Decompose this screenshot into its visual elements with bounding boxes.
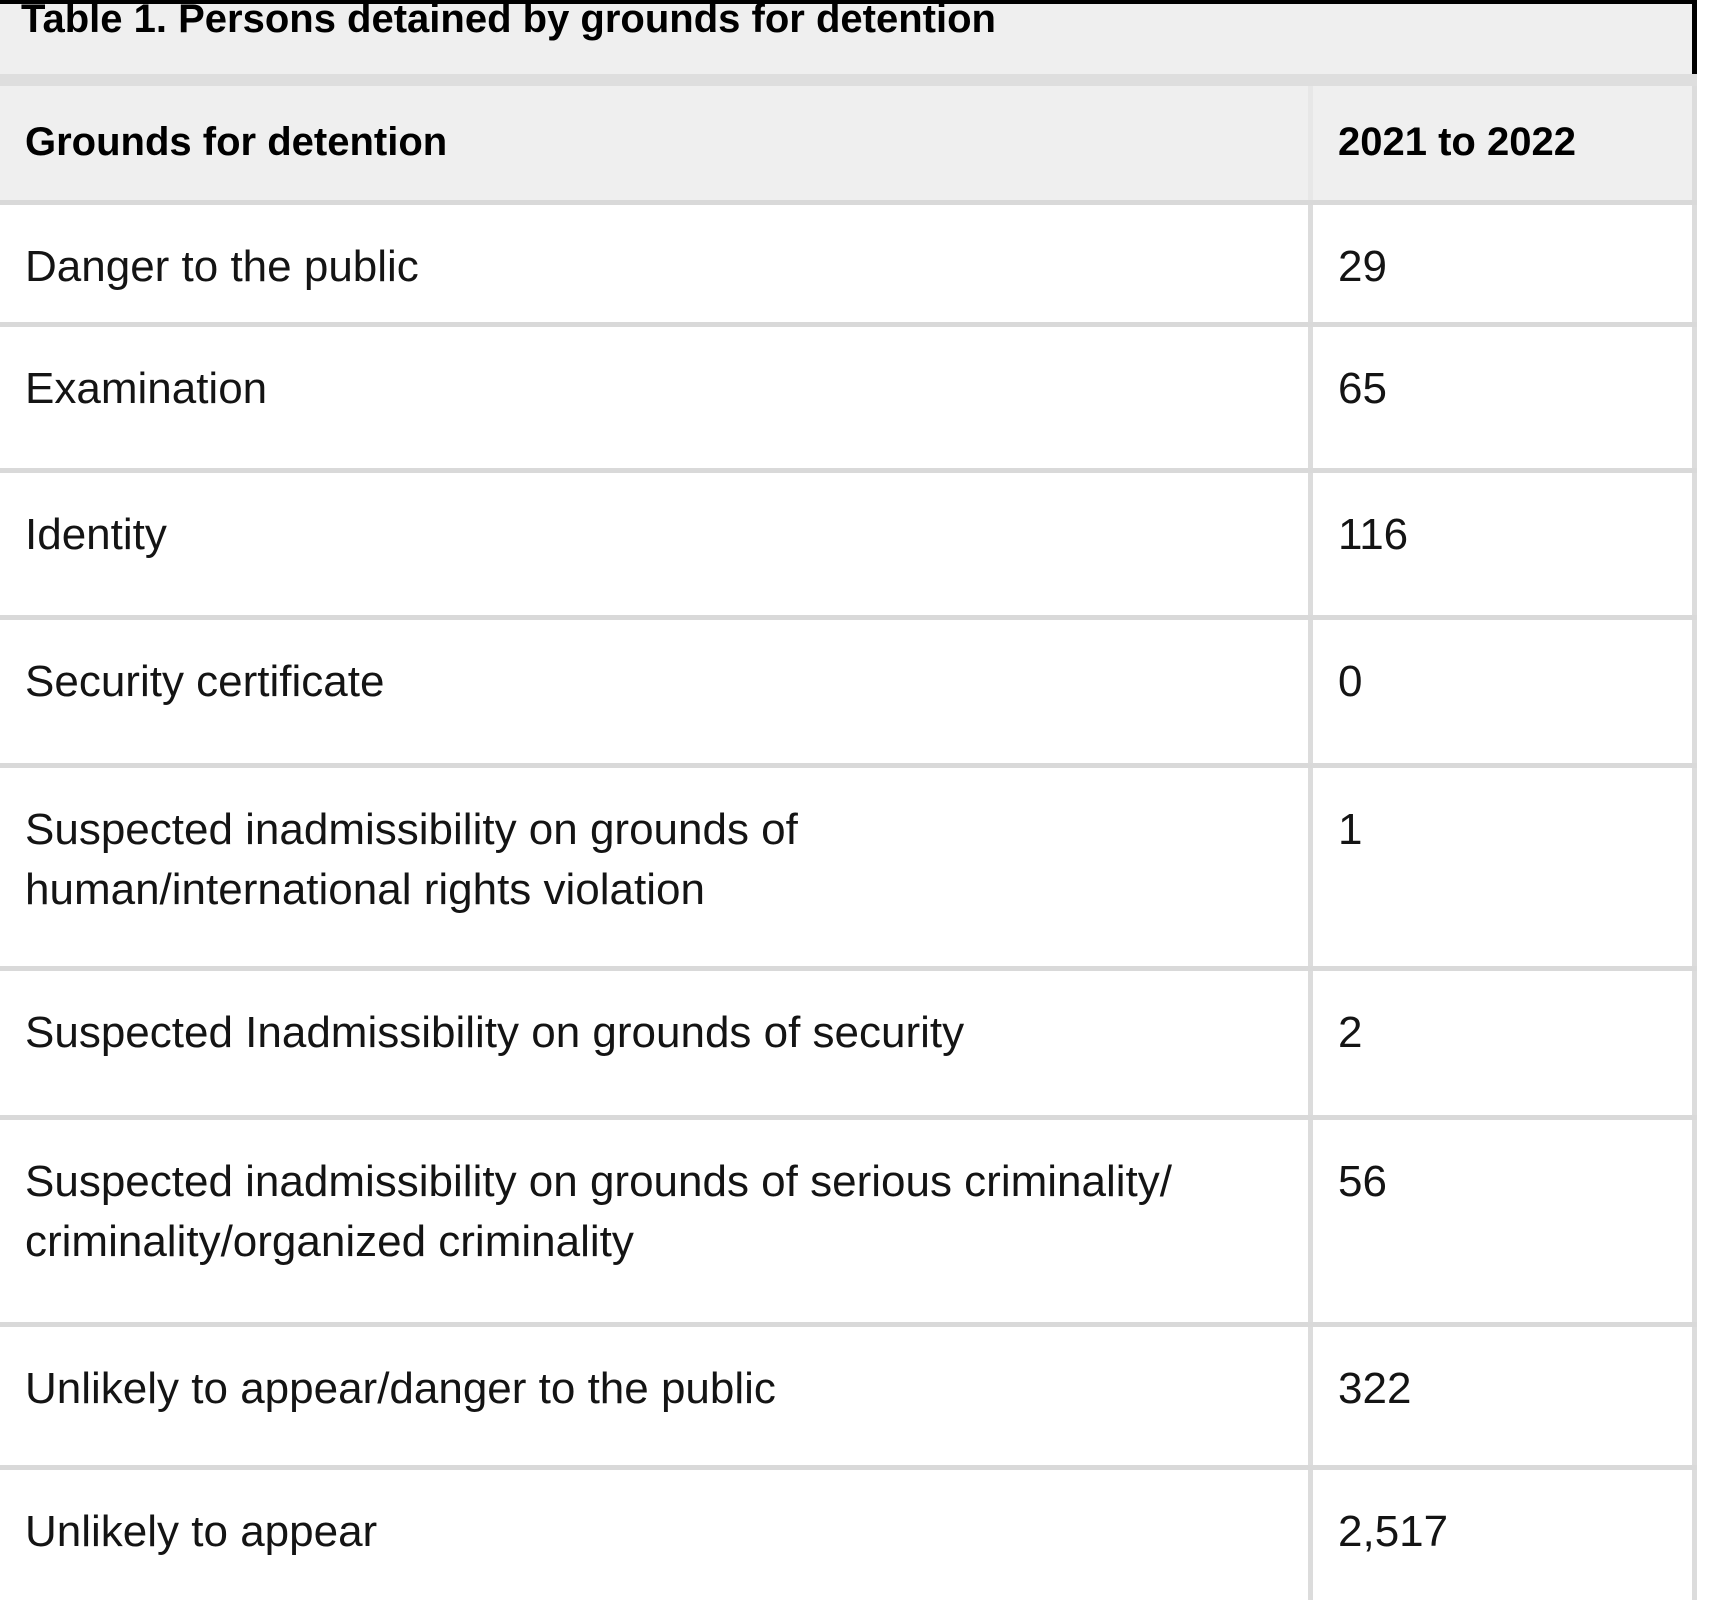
row-label-cell: Examination <box>0 327 1313 468</box>
row-label-cell: Suspected Inadmissibility on grounds of … <box>0 971 1313 1115</box>
row-value: 29 <box>1338 242 1387 291</box>
table-row: Security certificate 0 <box>0 620 1697 768</box>
row-value: 2 <box>1338 1008 1363 1057</box>
row-value-cell: 2,517 <box>1313 1470 1697 1600</box>
table-row: Examination 65 <box>0 327 1697 473</box>
row-label-cell: Security certificate <box>0 620 1313 763</box>
row-value: 322 <box>1338 1364 1412 1413</box>
row-label-cell: Suspected inadmissibility on grounds of … <box>0 768 1313 966</box>
table-row: Suspected Inadmissibility on grounds of … <box>0 971 1697 1120</box>
table-row: Suspected inadmissibility on grounds of … <box>0 1120 1697 1327</box>
table-row: Danger to the public 29 <box>0 205 1697 327</box>
row-label: Examination <box>25 364 268 413</box>
row-label-cell: Suspected inadmissibility on grounds of … <box>0 1120 1313 1322</box>
row-label: Suspected inadmissibility on grounds of … <box>25 805 798 914</box>
row-value: 65 <box>1338 364 1387 413</box>
row-value-cell: 56 <box>1313 1120 1697 1322</box>
table-top-border <box>0 0 1697 4</box>
table-header-row: Grounds for detention 2021 to 2022 <box>0 86 1697 205</box>
row-label-cell: Identity <box>0 473 1313 615</box>
row-value-cell: 65 <box>1313 327 1697 468</box>
row-value-cell: 322 <box>1313 1327 1697 1465</box>
table-row: Identity 116 <box>0 473 1697 620</box>
row-label-cell: Unlikely to appear <box>0 1470 1313 1600</box>
row-label: Identity <box>25 510 167 559</box>
row-value: 1 <box>1338 805 1363 854</box>
row-value-cell: 29 <box>1313 205 1697 322</box>
row-value: 56 <box>1338 1157 1387 1206</box>
row-value: 0 <box>1338 657 1363 706</box>
header-label-grounds: Grounds for detention <box>25 120 448 164</box>
title-right-border <box>1692 0 1697 74</box>
caption-separator <box>0 74 1697 86</box>
row-label: Unlikely to appear/danger to the public <box>25 1364 776 1413</box>
row-value-cell: 0 <box>1313 620 1697 763</box>
row-label: Suspected Inadmissibility on grounds of … <box>25 1008 965 1057</box>
header-cell-grounds: Grounds for detention <box>0 86 1313 200</box>
row-label: Security certificate <box>25 657 385 706</box>
table-title: Table 1. Persons detained by grounds for… <box>21 0 996 41</box>
row-value-cell: 2 <box>1313 971 1697 1115</box>
row-label: Suspected inadmissibility on grounds of … <box>25 1157 1172 1266</box>
row-value: 116 <box>1338 510 1409 559</box>
row-label: Unlikely to appear <box>25 1507 378 1556</box>
table-caption: Table 1. Persons detained by grounds for… <box>0 0 1697 74</box>
table-row: Unlikely to appear 2,517 <box>0 1470 1697 1600</box>
table-row: Unlikely to appear/danger to the public … <box>0 1327 1697 1470</box>
row-label-cell: Danger to the public <box>0 205 1313 322</box>
row-label: Danger to the public <box>25 242 419 291</box>
row-value-cell: 116 <box>1313 473 1697 615</box>
row-value: 2,517 <box>1338 1507 1449 1556</box>
row-label-cell: Unlikely to appear/danger to the public <box>0 1327 1313 1465</box>
table-row: Suspected inadmissibility on grounds of … <box>0 768 1697 971</box>
header-cell-period: 2021 to 2022 <box>1313 86 1697 200</box>
header-label-period: 2021 to 2022 <box>1338 120 1576 164</box>
row-value-cell: 1 <box>1313 768 1697 966</box>
